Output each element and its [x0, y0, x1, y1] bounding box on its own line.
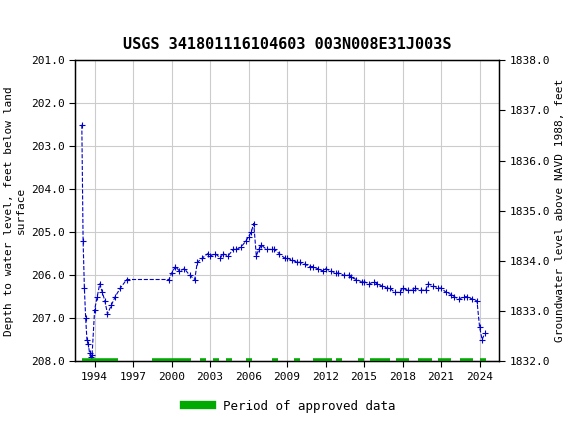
- Y-axis label: Depth to water level, feet below land
surface: Depth to water level, feet below land su…: [4, 86, 26, 335]
- Text: ≡USGS: ≡USGS: [9, 10, 63, 28]
- Y-axis label: Groundwater level above NAVD 1988, feet: Groundwater level above NAVD 1988, feet: [555, 79, 566, 342]
- Title: USGS 341801116104603 003N008E31J003S: USGS 341801116104603 003N008E31J003S: [123, 37, 451, 52]
- Legend: Period of approved data: Period of approved data: [179, 395, 401, 419]
